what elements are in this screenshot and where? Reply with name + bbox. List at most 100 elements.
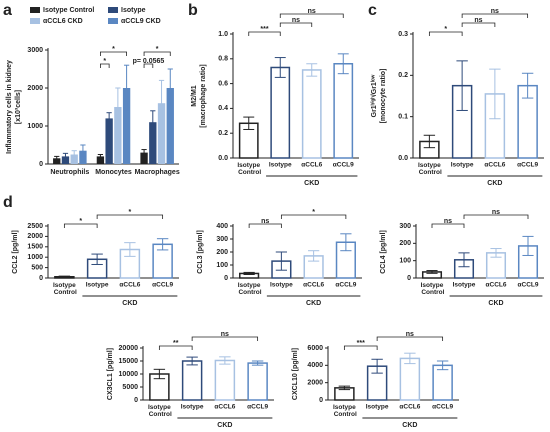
x-tick-label: αCCL9 [432,404,453,411]
significance-label: ns [474,17,482,24]
x-tick-label-line: Control [417,169,442,176]
x-tick-label: αCCL9 [152,282,173,289]
x-tick-label: Isotype [453,282,476,289]
error-bar [338,385,351,391]
y-tick-label: 500 [31,264,43,271]
error-bar [141,149,147,157]
x-tick-label-line: Isotype [53,282,76,289]
significance-bracket [143,63,154,68]
y-tick-label: 1000 [27,254,43,261]
y-tick-label: 1500 [27,244,43,251]
significance-bracket [279,22,313,27]
y-tick-label: 0.0 [218,155,228,162]
error-bar [219,356,231,365]
panel-letter: b [188,2,198,19]
error-bar [489,68,501,120]
error-bar [404,352,416,365]
significance-label: * [79,218,82,225]
error-bar [251,360,264,366]
significance-label: *** [260,26,268,33]
y-tick-label: 3000 [27,47,43,54]
legend-swatch [108,18,118,24]
bar [122,88,131,164]
significance-bracket [100,51,127,56]
x-tick-label: Isotype [181,404,204,411]
y-tick-label: 0 [39,275,43,282]
y-tick-label: 2000 [307,380,323,387]
y-tick-label: 0.3 [398,31,408,38]
error-bar [97,154,104,159]
significance-label: * [444,26,447,33]
bar [53,158,61,164]
x-tick-label-line: Isotype [418,162,441,169]
bar [96,156,105,164]
error-bar [54,155,60,161]
y-tick-label: 1000 [27,123,43,130]
group-label: CKD [217,422,232,429]
x-tick-label: Isotype Control [52,282,77,296]
error-bar [458,252,470,268]
bar [333,63,354,159]
y-tick-label: 300 [216,236,228,243]
y-tick-label: 1.0 [218,31,228,38]
group-label: CKD [304,180,319,187]
y-tick-label: 0.0 [398,155,408,162]
group-label: CKD [488,300,503,307]
y-tick-label: 4000 [307,362,323,369]
y-tick-label: 400 [216,223,228,230]
significance-label: * [312,209,315,216]
significance-label: ns [406,331,414,338]
y-axis-label: CCL2 [pg/ml] [12,230,19,274]
bar [432,364,453,401]
y-tick-label: 2000 [27,233,43,240]
error-bar [426,270,438,274]
bar [181,360,203,401]
error-bar [371,358,383,374]
x-tick-label-line: Control [332,411,357,418]
error-bar [423,134,436,149]
significance-bracket [431,223,465,228]
group-label: CKD [122,300,137,307]
y-tick-label: 200 [399,240,411,247]
x-tick-label: Isotype [86,282,109,289]
y-tick-label: 0.1 [398,114,408,121]
x-tick-label: Isotype Control [147,404,172,418]
significance-bracket [280,214,347,219]
y-axis-label: CX3CL1 [pg/ml] [107,348,114,400]
x-tick-label: Monocytes [95,169,132,176]
x-tick-label: αCCL9 [333,162,354,169]
error-bar [521,72,534,99]
y-axis-label: CCL4 [pg/ml] [380,230,387,274]
significance-bracket [158,345,193,350]
y-tick-label: 0 [319,397,323,404]
significance-bracket [461,13,529,18]
significance-label: ns [221,331,229,338]
y-tick-label: 100 [216,262,228,269]
error-bar [80,144,86,157]
y-tick-label: 0.8 [218,56,228,63]
y-axis-label: [monocyte ratio] [380,69,387,124]
significance-label: p= 0.0565 [133,58,165,65]
error-bar [243,116,255,130]
y-tick-label: 0.6 [218,80,228,87]
y-axis-label: CCL3 [pg/ml] [197,230,204,274]
error-bar [123,64,130,112]
y-tick-label: 0.4 [218,105,228,112]
legend-swatch [30,18,40,24]
group-label: CKD [487,180,502,187]
x-tick-label-line: Isotype [148,404,171,411]
x-tick-label: αCCL6 [399,404,420,411]
x-tick-label: Isotype [269,162,292,169]
significance-bracket [143,51,171,56]
significance-bracket [100,63,110,68]
x-tick-label-line: Control [236,169,261,176]
group-label: CKD [402,422,417,429]
x-tick-label-line: Isotype [237,162,260,169]
y-tick-label: 300 [399,223,411,230]
significance-bracket [279,13,344,18]
x-tick-label: αCCL6 [303,282,324,289]
bar [149,122,157,164]
bar [399,357,421,401]
x-tick-label: Macrophages [135,169,180,176]
